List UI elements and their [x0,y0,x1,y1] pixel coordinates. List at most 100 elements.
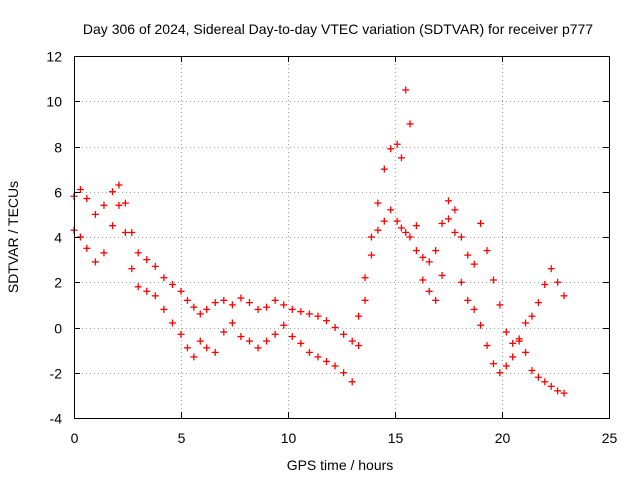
x-tick-label: 15 [388,430,404,446]
data-point [534,373,542,381]
data-point [412,222,420,230]
data-point [143,287,151,295]
data-point [483,342,491,350]
data-point [515,337,523,345]
data-point [305,310,313,318]
data-point [263,337,271,345]
y-tick-label: -4 [50,411,63,427]
data-point [509,339,517,347]
data-point [254,305,262,313]
data-point [496,301,504,309]
data-point [419,253,427,261]
data-point [203,344,211,352]
chart-title: Day 306 of 2024, Sidereal Day-to-day VTE… [83,21,593,37]
x-tick-label: 0 [71,430,79,446]
data-point [355,312,363,320]
data-point [254,344,262,352]
data-point [393,217,401,225]
y-tick-label: 2 [54,275,62,291]
y-tick-label: 4 [54,230,62,246]
axis-ticks [74,56,610,419]
data-point [115,201,123,209]
data-point [374,199,382,207]
data-point [160,305,168,313]
data-point [464,296,472,304]
data-point [151,292,159,300]
data-point [451,228,459,236]
data-point [348,337,356,345]
data-point [554,278,562,286]
data-point [280,301,288,309]
y-tick-label: 12 [46,49,62,65]
data-point [314,353,322,361]
data-point [425,287,433,295]
data-point [496,369,504,377]
data-point [402,228,410,236]
data-point [109,222,117,230]
data-point [502,362,510,370]
y-axis-label: SDTVAR / TECUs [5,181,21,293]
data-point [190,303,198,311]
data-point [425,258,433,266]
data-point [183,344,191,352]
x-tick-label: 10 [281,430,297,446]
data-point [183,296,191,304]
data-point [402,86,410,94]
data-point [432,296,440,304]
data-point [83,195,91,203]
data-point [305,348,313,356]
data-point [477,219,485,227]
y-tick-label: 8 [54,140,62,156]
grid-lines [74,56,609,418]
data-point [220,296,228,304]
data-point [297,339,305,347]
data-point [143,256,151,264]
data-point [168,319,176,327]
data-point [128,228,136,236]
data-point [457,233,465,241]
x-tick-label: 20 [495,430,511,446]
data-point [387,206,395,214]
data-point [489,360,497,368]
data-point [100,249,108,257]
data-point [271,296,279,304]
data-point [121,228,129,236]
data-point [361,296,369,304]
data-point [419,276,427,284]
data-point [361,274,369,282]
data-point [203,305,211,313]
data-point [380,165,388,173]
data-point [502,328,510,336]
y-tick-label: 6 [54,185,62,201]
data-point [509,353,517,361]
data-point [470,305,478,313]
data-point [91,258,99,266]
data-point [177,330,185,338]
data-point [438,219,446,227]
data-point [331,324,339,331]
x-tick-label: 25 [602,430,618,446]
data-point [297,308,305,316]
data-point [451,206,459,214]
data-point [534,299,542,307]
data-point [160,274,168,282]
data-point [367,251,375,259]
data-point [168,281,176,289]
data-point [554,387,562,395]
data-point [280,321,288,329]
data-point [367,233,375,241]
data-point [245,299,253,307]
data-point [393,140,401,148]
data-point [560,389,568,397]
data-point [76,185,84,193]
data-point [380,217,388,225]
data-point [355,342,363,350]
data-point [522,348,530,356]
x-tick-label: 5 [178,430,186,446]
data-point [348,378,356,386]
data-point [109,188,117,196]
data-point [477,321,485,329]
data-point [397,224,405,232]
data-point [237,294,245,302]
data-point [464,251,472,259]
